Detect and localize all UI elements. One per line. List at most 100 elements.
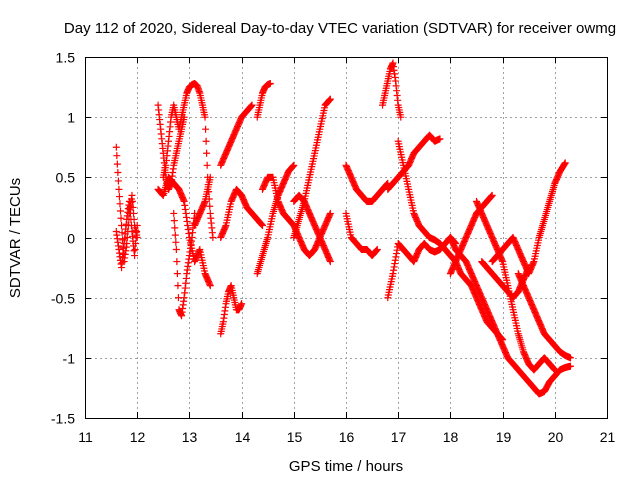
chart-title: Day 112 of 2020, Sidereal Day-to-day VTE… bbox=[64, 20, 616, 37]
data-point bbox=[397, 113, 405, 121]
data-point bbox=[202, 125, 210, 133]
series-t27 bbox=[473, 197, 559, 374]
data-point bbox=[326, 209, 334, 217]
data-point bbox=[112, 143, 120, 151]
data-point bbox=[172, 238, 180, 246]
x-axis-label: GPS time / hours bbox=[289, 458, 403, 475]
data-point bbox=[266, 79, 274, 87]
data-point bbox=[203, 149, 211, 157]
y-tick-label: -0.5 bbox=[51, 291, 75, 307]
series-t2 bbox=[112, 197, 141, 272]
data-point bbox=[132, 234, 140, 241]
data-marks bbox=[112, 59, 574, 398]
data-point bbox=[566, 362, 574, 370]
y-tick-label: 1 bbox=[67, 110, 75, 126]
data-point bbox=[170, 209, 178, 217]
data-point bbox=[203, 161, 211, 169]
series-t11 bbox=[253, 79, 274, 121]
x-tick-label: 14 bbox=[235, 429, 251, 445]
y-tick-label: -1 bbox=[63, 351, 76, 367]
data-point bbox=[114, 177, 122, 185]
y-tick-label: 0 bbox=[67, 231, 75, 247]
data-point bbox=[202, 137, 210, 145]
data-point bbox=[116, 200, 124, 208]
data-point bbox=[131, 246, 139, 254]
axes: 11 12 13 14 15 16 17 18 19 20 21 -1.5 -1 -0.5 0 0.5 1 1.5 bbox=[51, 50, 616, 446]
series-t20 bbox=[384, 131, 444, 193]
data-point bbox=[258, 221, 266, 229]
data-point bbox=[113, 152, 121, 160]
data-point bbox=[172, 246, 180, 254]
data-point bbox=[132, 240, 140, 248]
data-point bbox=[118, 229, 126, 237]
data-point bbox=[206, 173, 214, 181]
data-point bbox=[566, 354, 574, 362]
series-t5 bbox=[154, 173, 214, 290]
data-point bbox=[115, 185, 123, 193]
data-point bbox=[326, 95, 334, 103]
data-point bbox=[174, 282, 182, 290]
series-t26 bbox=[488, 159, 569, 278]
x-tick-label: 21 bbox=[600, 429, 616, 445]
y-axis-label: SDTVAR / TECUs bbox=[7, 178, 24, 298]
data-point bbox=[131, 252, 139, 260]
series-t16 bbox=[342, 161, 392, 205]
series-t6 bbox=[170, 209, 199, 320]
series-t1 bbox=[112, 143, 141, 266]
x-tick-label: 16 bbox=[339, 429, 355, 445]
data-point bbox=[127, 215, 135, 223]
series-t18 bbox=[379, 59, 405, 121]
y-tick-label: -1.5 bbox=[51, 411, 75, 427]
series-t7 bbox=[191, 173, 214, 229]
x-tick-label: 15 bbox=[287, 429, 303, 445]
data-point bbox=[126, 209, 134, 217]
series-t25 bbox=[514, 270, 574, 362]
data-point bbox=[436, 135, 444, 143]
data-point bbox=[133, 227, 141, 235]
data-point bbox=[238, 300, 246, 308]
x-tick-label: 12 bbox=[130, 429, 146, 445]
series-t15 bbox=[290, 191, 334, 266]
data-point bbox=[115, 193, 123, 201]
data-point bbox=[201, 113, 209, 121]
data-point bbox=[551, 366, 559, 374]
series-t4 bbox=[159, 79, 217, 241]
x-tick-label: 17 bbox=[391, 429, 407, 445]
series-t9 bbox=[217, 101, 256, 169]
data-point bbox=[171, 224, 179, 232]
x-tick-label: 11 bbox=[78, 429, 93, 445]
x-tick-label: 20 bbox=[548, 429, 564, 445]
data-point bbox=[125, 197, 133, 205]
data-point bbox=[561, 159, 569, 167]
series-t22 bbox=[446, 191, 496, 278]
series-t17 bbox=[342, 209, 381, 260]
data-point bbox=[488, 191, 496, 199]
data-point bbox=[171, 231, 179, 239]
data-point bbox=[290, 161, 298, 169]
series-t19 bbox=[384, 234, 460, 302]
data-point bbox=[128, 191, 136, 199]
y-tick-label: 1.5 bbox=[56, 50, 76, 66]
data-point bbox=[326, 258, 334, 266]
data-point bbox=[373, 246, 381, 254]
data-point bbox=[126, 203, 134, 211]
data-point bbox=[170, 217, 178, 225]
data-point bbox=[116, 207, 124, 215]
x-tick-label: 19 bbox=[496, 429, 512, 445]
data-point bbox=[248, 101, 256, 109]
data-point bbox=[118, 221, 126, 229]
x-tick-label: 18 bbox=[443, 429, 459, 445]
data-point bbox=[113, 160, 121, 168]
data-point bbox=[117, 214, 125, 222]
data-point bbox=[206, 282, 214, 290]
y-tick-label: 0.5 bbox=[56, 170, 76, 186]
series-t23 bbox=[446, 234, 574, 398]
plot-frame bbox=[85, 57, 608, 419]
x-tick-label: 13 bbox=[182, 429, 198, 445]
data-point bbox=[114, 169, 122, 177]
data-point bbox=[173, 258, 181, 266]
data-point bbox=[209, 234, 217, 241]
series-t10 bbox=[217, 185, 266, 241]
data-point bbox=[133, 221, 141, 229]
